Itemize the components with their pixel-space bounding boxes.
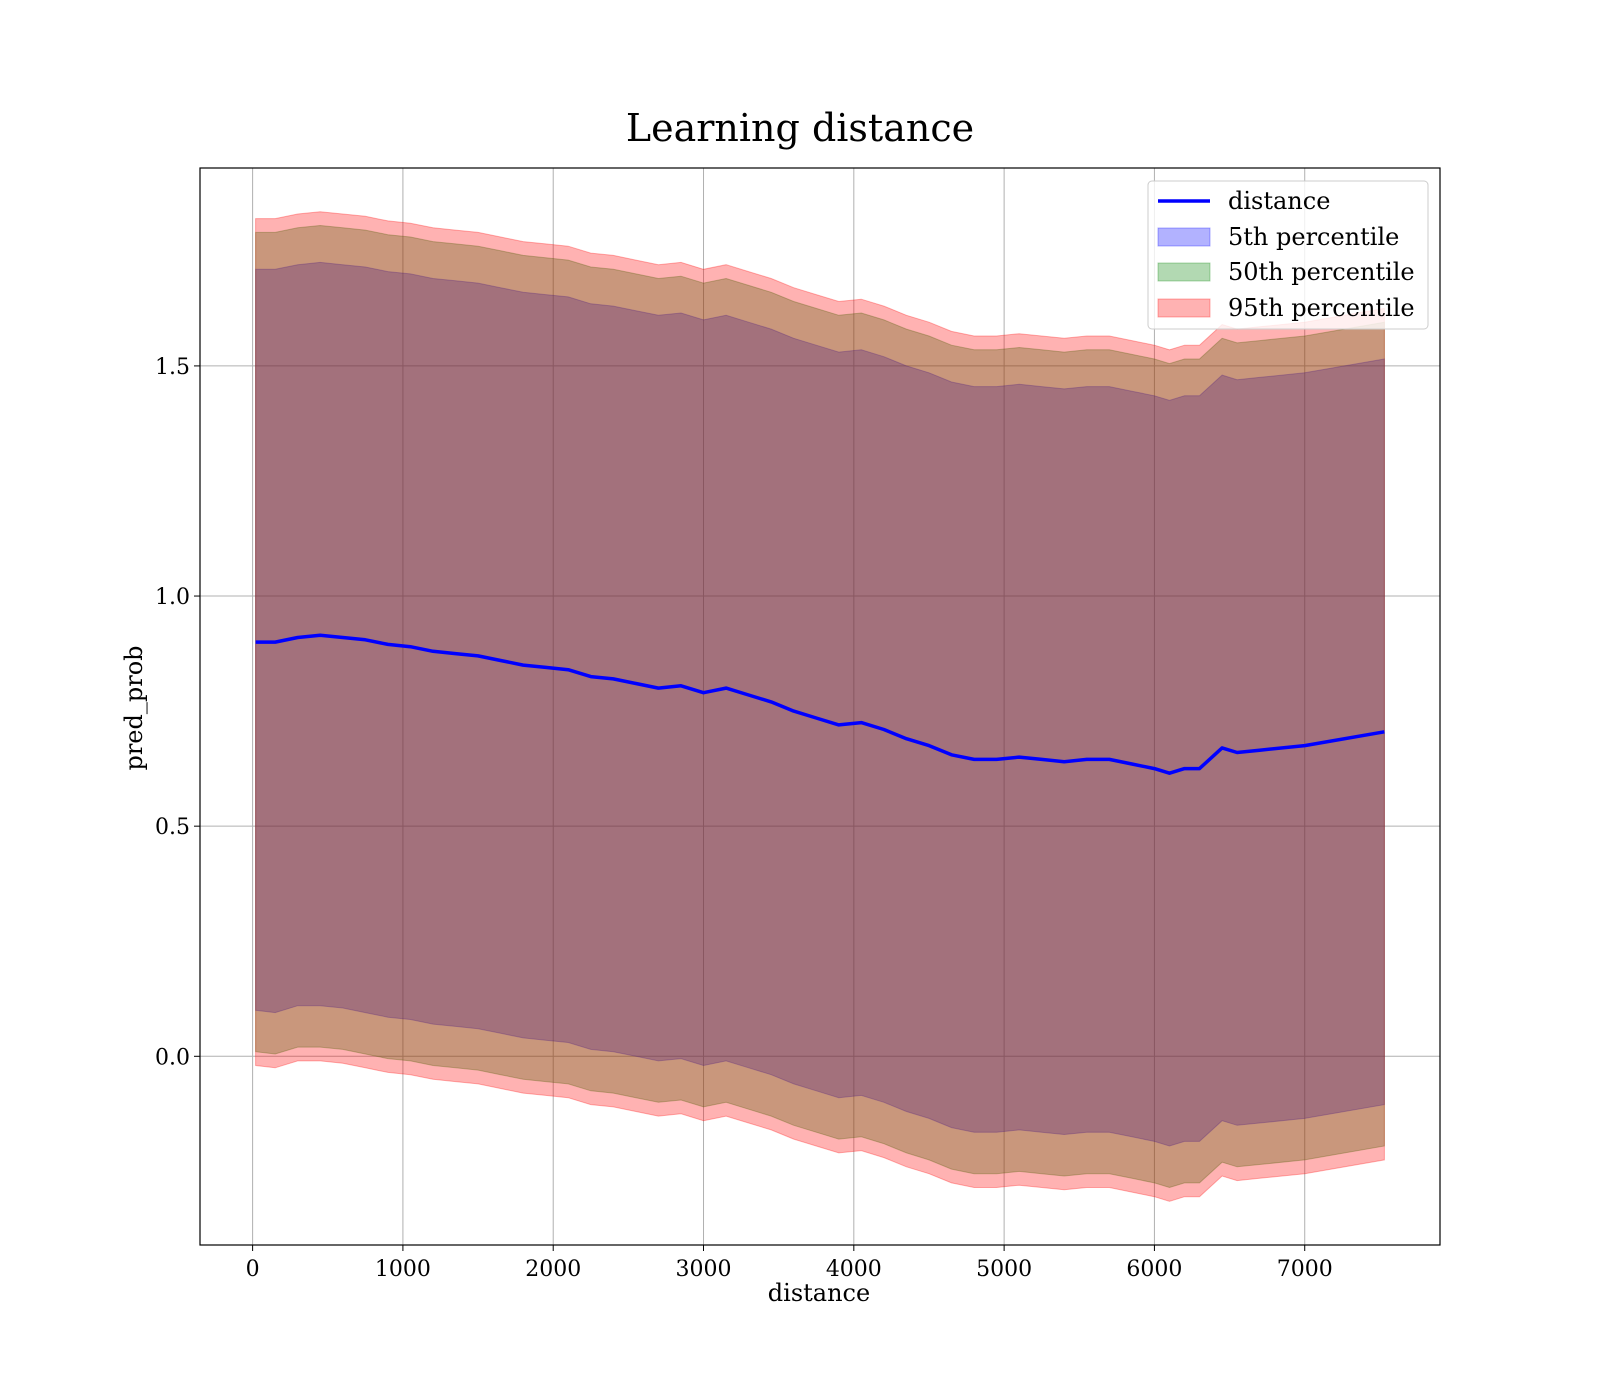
legend-swatch-band-95th-percentile: [1157, 298, 1211, 318]
y-axis-ticks: 0.0 0.5 1.0 1.5: [155, 355, 200, 1070]
band-95th-percentile: [255, 211, 1385, 1202]
legend-label-band-5th-percentile: 5th percentile: [1228, 223, 1399, 251]
legend-box: [1147, 180, 1429, 330]
legend-label-distance: distance: [1228, 187, 1330, 215]
chart-title: Learning distance: [626, 106, 974, 150]
x-tick-label: 5000: [976, 1257, 1032, 1282]
x-tick-label: 4000: [826, 1257, 882, 1282]
percentile-bands: [255, 211, 1385, 1202]
y-tick-label: 0.0: [155, 1045, 190, 1070]
x-axis-ticks: 0 1000 2000 3000 4000 5000 6000 7000: [246, 1245, 1333, 1282]
distance-line: [255, 633, 1385, 775]
legend: distance 5th percentile 50th percentile 95t…: [1147, 180, 1429, 330]
grid: [200, 168, 1440, 1245]
x-tick-label: 3000: [676, 1257, 732, 1282]
legend-swatch-band-50th-percentile: [1157, 262, 1211, 282]
y-axis-label: pred_prob: [120, 645, 148, 770]
distance-line-layer: [255, 633, 1385, 775]
band-50th-percentile: [255, 224, 1385, 1189]
x-tick-label: 0: [246, 1257, 260, 1282]
x-tick-label: 2000: [525, 1257, 581, 1282]
x-tick-label: 7000: [1277, 1257, 1333, 1282]
plot-frame: [199, 167, 1441, 1246]
legend-label-band-50th-percentile: 50th percentile: [1228, 258, 1415, 286]
y-tick-label: 1.0: [155, 585, 190, 610]
band-5th-percentile: [255, 261, 1385, 1147]
legend-label-band-95th-percentile: 95th percentile: [1228, 294, 1415, 322]
x-axis-label: distance: [768, 1279, 870, 1307]
y-tick-label: 1.5: [155, 355, 190, 380]
x-tick-label: 1000: [375, 1257, 431, 1282]
y-tick-label: 0.5: [155, 815, 190, 840]
x-tick-label: 6000: [1126, 1257, 1182, 1282]
legend-swatch-band-5th-percentile: [1157, 227, 1211, 247]
